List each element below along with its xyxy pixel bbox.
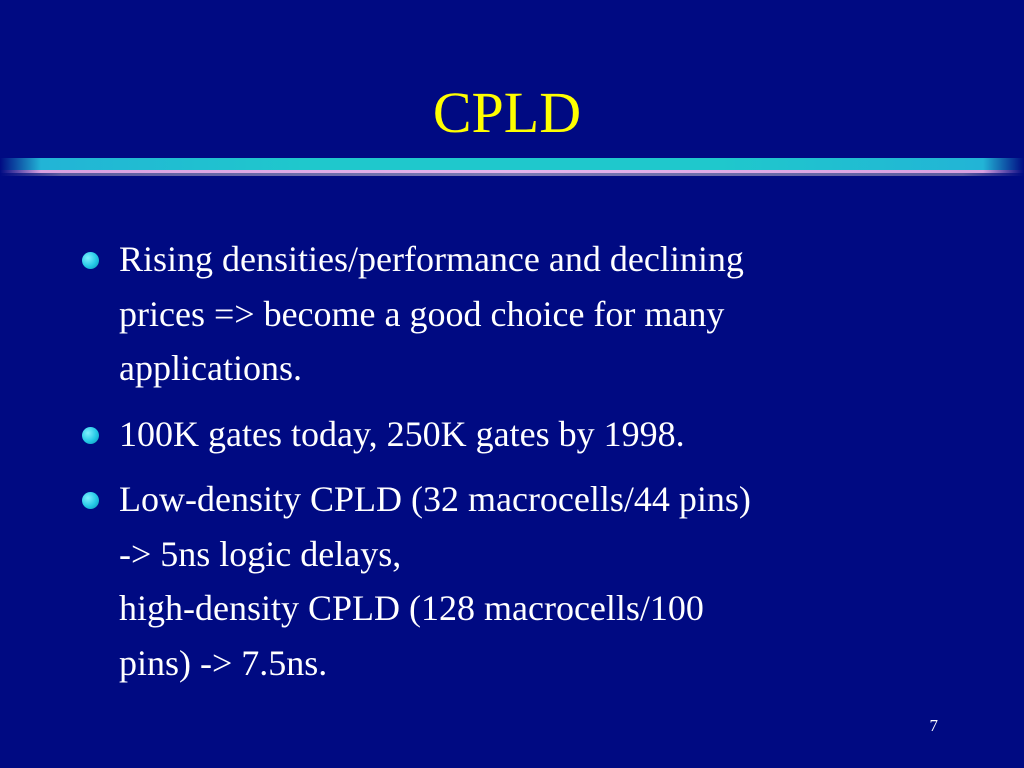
bullet-line: Low-density CPLD (32 macrocells/44 pins) bbox=[119, 479, 751, 519]
slide-title: CPLD bbox=[432, 80, 582, 145]
bullet-dot-icon bbox=[82, 252, 99, 269]
bullet-item-densities: Rising densities/performance and declini… bbox=[82, 232, 942, 396]
bullet-line: -> 5ns logic delays, bbox=[119, 533, 402, 574]
bullet-dot-icon bbox=[82, 492, 99, 509]
bullet-item-gates: 100K gates today, 250K gates by 1998. bbox=[82, 407, 942, 462]
title-divider bbox=[0, 158, 1024, 178]
divider-band-gray bbox=[0, 173, 1024, 176]
bullet-dot-icon bbox=[82, 426, 99, 444]
bullet-line: Rising densities/performance and declini… bbox=[119, 239, 744, 279]
bullet-list: Rising densities/performance and declini… bbox=[82, 232, 942, 701]
bullet-line: high-density CPLD (128 macrocells/100 bbox=[119, 588, 704, 628]
bullet-line: prices => become a good choice for many bbox=[119, 293, 725, 334]
bullet-line: pins) -> 7.5ns. bbox=[119, 642, 328, 683]
page-number: 7 bbox=[929, 716, 939, 735]
divider-band-pink bbox=[0, 170, 1024, 173]
bullet-line: applications. bbox=[119, 348, 302, 388]
divider-band-cyan bbox=[0, 158, 1024, 170]
bullet-item-delays: Low-density CPLD (32 macrocells/44 pins)… bbox=[82, 472, 942, 690]
bullet-line: 100K gates today, 250K gates by 1998. bbox=[119, 413, 685, 454]
